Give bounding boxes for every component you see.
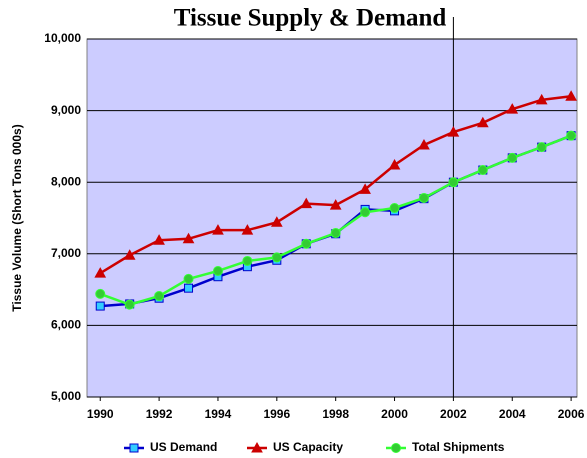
data-point <box>212 265 223 276</box>
data-point <box>418 192 429 203</box>
data-point <box>448 177 459 188</box>
data-point <box>242 255 253 266</box>
y-tick-label: 10,000 <box>44 31 81 45</box>
data-point <box>124 299 135 310</box>
x-tick-label: 2006 <box>558 407 585 421</box>
data-point <box>536 142 547 153</box>
plot-area <box>86 38 578 398</box>
data-point <box>95 301 105 311</box>
data-point <box>418 138 430 150</box>
data-point <box>388 158 401 170</box>
data-point <box>329 199 342 210</box>
data-point <box>183 273 194 284</box>
data-point <box>241 224 254 235</box>
y-axis-label: Tissue Volume (Short Tons 000s) <box>10 124 24 311</box>
x-tick-label: 1998 <box>322 407 349 421</box>
data-point <box>476 116 489 128</box>
data-point <box>300 197 313 209</box>
data-point <box>212 224 224 235</box>
legend-label: Total Shipments <box>412 440 505 454</box>
y-tick-label: 9,000 <box>51 103 81 117</box>
data-point <box>507 152 518 163</box>
legend-marker <box>391 443 401 453</box>
x-tick-label: 1992 <box>146 407 173 421</box>
data-point <box>477 165 488 176</box>
data-point <box>360 207 371 218</box>
x-tick-label: 1994 <box>205 407 232 421</box>
data-point <box>94 267 107 278</box>
data-point <box>95 288 106 299</box>
y-tick-label: 5,000 <box>51 389 81 403</box>
x-tick-label: 2004 <box>499 407 526 421</box>
x-tick-label: 2000 <box>381 407 408 421</box>
data-point <box>182 232 195 244</box>
data-point <box>271 252 282 263</box>
x-tick-label: 2002 <box>440 407 467 421</box>
data-point <box>330 228 341 239</box>
chart-title: Tissue Supply & Demand <box>174 5 447 32</box>
x-tick-label: 1990 <box>87 407 114 421</box>
data-point <box>566 130 577 141</box>
data-point <box>153 234 165 245</box>
data-point <box>535 93 548 105</box>
legend-marker <box>129 443 139 453</box>
data-point <box>506 103 519 114</box>
data-point <box>389 202 400 213</box>
data-point <box>123 249 136 260</box>
data-point <box>565 90 577 101</box>
data-point <box>154 291 165 302</box>
legend-marker <box>251 441 263 453</box>
data-point <box>447 126 460 137</box>
data-point <box>270 216 283 227</box>
data-point <box>359 183 371 194</box>
y-tick-label: 8,000 <box>51 174 81 188</box>
x-tick-label: 1996 <box>263 407 290 421</box>
y-tick-label: 6,000 <box>51 318 81 332</box>
data-point <box>301 238 312 249</box>
data-point <box>184 283 194 293</box>
legend-label: US Capacity <box>273 440 343 454</box>
legend-label: US Demand <box>150 440 217 454</box>
y-tick-label: 7,000 <box>51 246 81 260</box>
